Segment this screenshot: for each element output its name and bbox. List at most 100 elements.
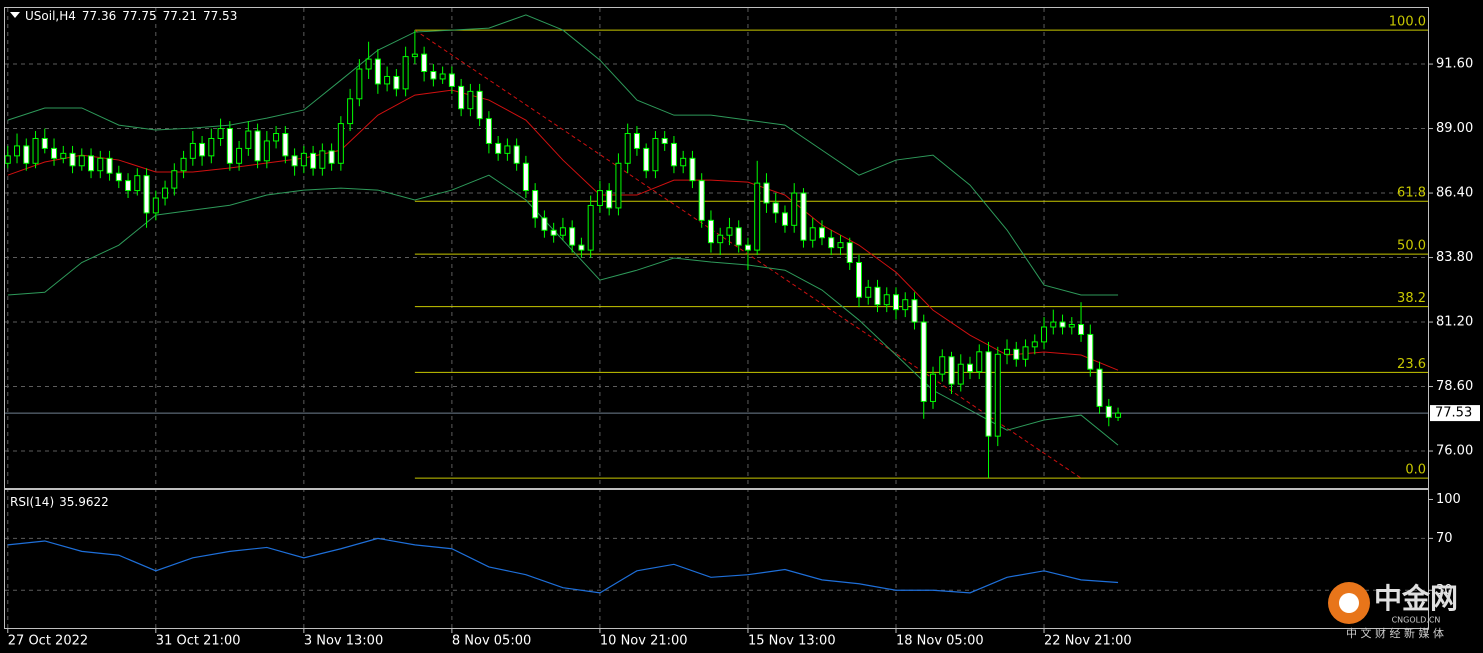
candle-body [263, 140, 270, 162]
candle-body [458, 85, 465, 110]
candle-body [569, 227, 576, 246]
candle-body [1087, 333, 1094, 370]
candle-body [754, 182, 761, 251]
candle-body [115, 172, 122, 182]
candle-body [865, 286, 872, 298]
candle-body [791, 192, 798, 226]
candle-body [781, 212, 788, 226]
candle-body [744, 244, 751, 251]
x-tick-label: 22 Nov 21:00 [1044, 634, 1132, 649]
ohlc-open: 77.36 [82, 9, 116, 23]
candle-body [874, 286, 881, 306]
candle-body [282, 133, 289, 157]
candle-body [643, 147, 650, 172]
candle-body [245, 130, 252, 149]
indicator-line [7, 89, 1119, 371]
candle-body [106, 157, 113, 174]
y-tick-label: 91.60 [1436, 57, 1473, 72]
candle-body [448, 73, 455, 87]
candle-body [273, 133, 280, 142]
candle-body [633, 133, 640, 149]
candle-body [652, 137, 659, 172]
candle-body [78, 155, 85, 167]
candle-body [772, 202, 779, 214]
candle-body [208, 137, 215, 157]
y-tick-label: 78.60 [1436, 379, 1473, 394]
y-tick-label: 70 [1436, 531, 1453, 546]
candle-body [347, 98, 354, 125]
candle-body [199, 142, 206, 157]
rsi-line [7, 537, 1119, 594]
candle-body [1105, 405, 1112, 418]
candle-body [217, 128, 224, 139]
fib-label: 100.0 [1389, 15, 1426, 30]
x-tick-label: 10 Nov 21:00 [600, 634, 688, 649]
candle-body [365, 58, 372, 70]
candle-body [911, 299, 918, 323]
rsi-title: RSI(14) [10, 495, 54, 509]
candle-body [689, 157, 696, 182]
candle-body [162, 187, 169, 199]
candle-body [393, 75, 400, 90]
candle-body [32, 137, 39, 164]
candle-body [134, 175, 141, 192]
candle-body [707, 219, 714, 244]
logo-domain: CNGOLD.CN [1392, 616, 1441, 625]
candle-body [411, 53, 418, 58]
indicator-line [7, 14, 1119, 296]
y-tick-label: 100 [1436, 492, 1461, 507]
x-tick-label: 31 Oct 21:00 [156, 634, 241, 649]
candle-body [300, 152, 307, 167]
y-tick-label: 81.20 [1436, 315, 1473, 330]
candle-body [41, 137, 48, 149]
candle-body [51, 147, 58, 159]
logo-inner [1339, 593, 1359, 613]
ohlc-high: 77.75 [122, 9, 156, 23]
candle-body [1050, 321, 1057, 328]
rsi-value: 35.9622 [59, 495, 109, 509]
candle-body [439, 73, 446, 80]
menu-arrow[interactable] [10, 12, 20, 18]
watermark: 中金网 CNGOLD.CN 中 文 财 经 新 媒 体 [1328, 582, 1458, 640]
candle-body [967, 363, 974, 373]
logo-slogan: 中 文 财 经 新 媒 体 [1346, 626, 1444, 640]
candle-body [763, 182, 770, 204]
candle-body [513, 145, 520, 164]
candle-body [800, 192, 807, 241]
last-price-label: 77.53 [1435, 406, 1472, 421]
candle-body [587, 204, 594, 251]
candle-body [994, 353, 1001, 437]
candle-body [615, 162, 622, 209]
candle-body [596, 190, 603, 206]
candle-body [402, 56, 409, 90]
candle-body [661, 137, 668, 144]
candle-body [541, 217, 548, 231]
candle-body [152, 197, 159, 214]
candle-body [467, 90, 474, 110]
fib-label: 38.2 [1397, 291, 1426, 306]
candle-body [88, 155, 95, 172]
candle-body [171, 170, 178, 189]
candle-body [291, 155, 298, 167]
candle-body [328, 150, 335, 164]
candle-body [698, 180, 705, 221]
candle-body [883, 294, 890, 306]
candle-body [485, 118, 492, 144]
ohlc-low: 77.21 [163, 9, 197, 23]
candle-body [310, 152, 317, 169]
x-tick-label: 15 Nov 13:00 [748, 634, 836, 649]
fib-label: 0.0 [1405, 463, 1426, 478]
candle-body [495, 142, 502, 154]
main-header: USoil,H4 77.36 77.75 77.21 77.53 [25, 9, 237, 23]
candle-body [1096, 368, 1103, 407]
candle-body [920, 321, 927, 402]
candle-body [1022, 346, 1029, 360]
candle-body [180, 157, 187, 172]
candle-body [670, 142, 677, 167]
candle-body [319, 150, 326, 169]
y-tick-label: 89.00 [1436, 121, 1473, 136]
candle-body [337, 123, 344, 164]
